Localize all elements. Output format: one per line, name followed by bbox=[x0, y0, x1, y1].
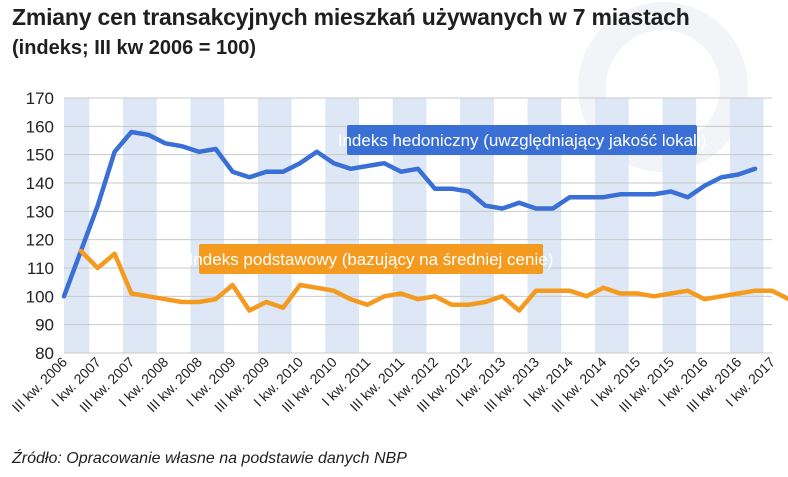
y-tick-label: 80 bbox=[35, 344, 54, 363]
y-tick-label: 130 bbox=[26, 202, 54, 221]
source-note: Źródło: Opracowanie własne na podstawie … bbox=[12, 450, 407, 467]
y-tick-label: 120 bbox=[26, 231, 54, 250]
chart-subtitle: (indeks; III kw 2006 = 100) bbox=[12, 37, 257, 59]
year-band bbox=[257, 98, 292, 353]
legend-label-basic: Indeks podstawowy (bazujący na średniej … bbox=[189, 250, 554, 269]
year-band bbox=[190, 98, 225, 353]
chart-title: Zmiany cen transakcyjnych mieszkań używa… bbox=[12, 4, 690, 30]
y-tick-label: 100 bbox=[26, 287, 54, 306]
series-line-basic bbox=[78, 248, 788, 313]
year-band bbox=[123, 98, 157, 353]
series-line-hedonic bbox=[61, 129, 758, 299]
y-tick-label: 110 bbox=[27, 259, 54, 278]
y-tick-label: 160 bbox=[26, 117, 54, 136]
legend-label-hedonic-box bbox=[347, 125, 697, 155]
year-band bbox=[64, 98, 90, 353]
y-tick-label: 90 bbox=[35, 316, 54, 335]
legend-label-basic-box bbox=[199, 244, 543, 274]
y-tick-label: 140 bbox=[26, 174, 54, 193]
y-tick-label: 150 bbox=[26, 146, 54, 165]
legend-label-hedonic: Indeks hedoniczny (uwzględniający jakość… bbox=[338, 131, 707, 150]
year-band bbox=[729, 98, 764, 353]
y-tick-label: 170 bbox=[26, 89, 54, 108]
